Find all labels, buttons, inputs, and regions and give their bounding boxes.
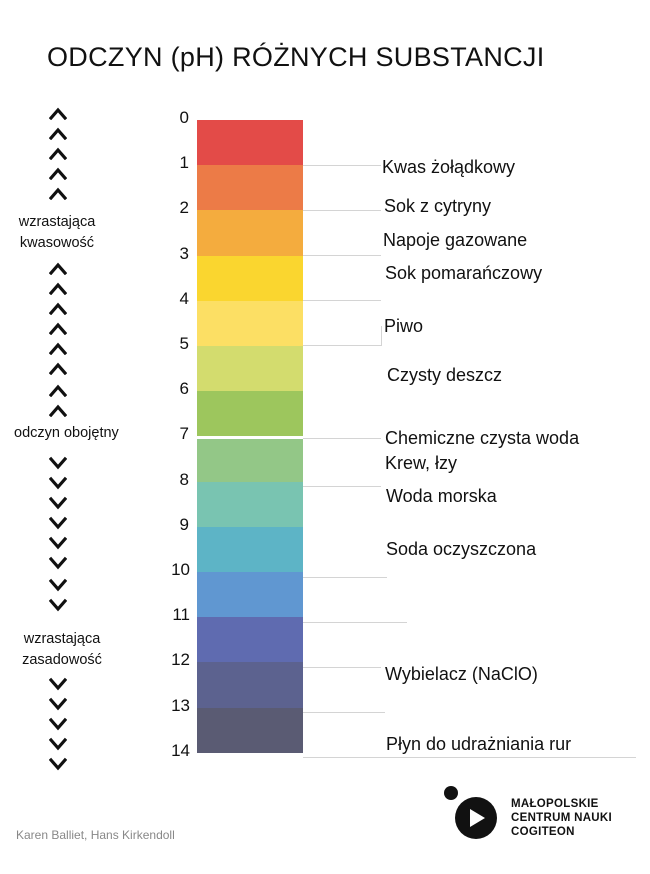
neutral-label: odczyn obojętny <box>14 425 119 441</box>
ph-tick-label: 1 <box>179 153 189 173</box>
connector-line <box>381 326 382 346</box>
substance-label: Czysty deszcz <box>387 365 503 385</box>
ph-tick-label: 5 <box>179 334 189 353</box>
ph-tick-label: 13 <box>171 695 190 715</box>
ph-band-8-9 <box>197 481 303 528</box>
substance-label: Piwo <box>384 316 424 336</box>
ph-tick-label: 3 <box>179 243 189 263</box>
chevron-up-icon <box>49 319 67 337</box>
connector-line <box>303 667 381 668</box>
connector-line <box>303 165 381 166</box>
chevron-down-icon <box>49 534 67 552</box>
chevron-up-icon <box>49 279 67 297</box>
connector-line <box>303 438 381 439</box>
chevron-down-icon <box>49 675 67 693</box>
ph-band-2-3 <box>197 210 303 257</box>
chevron-up-icon <box>49 359 67 377</box>
chevron-up-icon <box>49 144 67 162</box>
substance-label: Napoje gazowane <box>383 230 528 250</box>
substance-label: Chemiczne czysta woda <box>385 428 580 448</box>
substance-label: Wybielacz (NaClO) <box>385 664 538 684</box>
ph-tick-label: 12 <box>171 650 190 670</box>
substance-label: Sok pomarańczowy <box>385 263 543 283</box>
ph-band-3-4 <box>197 255 303 302</box>
chevron-up-icon <box>49 299 67 317</box>
chevron-down-icon <box>49 514 67 532</box>
substance-label: Woda morska <box>386 486 497 506</box>
substance-label: Kwas żołądkowy <box>382 157 516 177</box>
ph-tick-label: 4 <box>179 288 189 308</box>
ph-tick-label: 14 <box>171 740 190 760</box>
chevron-down-icon <box>49 554 67 572</box>
ph-tick-label: 2 <box>179 198 189 218</box>
chevron-up-icon <box>49 381 67 399</box>
cogiteon-logo-icon <box>444 786 497 839</box>
page-title: ODCZYN (pH) RÓŻNYCH SUBSTANCJI <box>47 42 545 72</box>
chevron-down-icon <box>49 695 67 713</box>
chevron-up-icon <box>49 124 67 142</box>
chevron-down-icon <box>49 596 67 614</box>
logo-line: CENTRUM NAUKI <box>511 812 613 824</box>
chevron-down-icon <box>49 715 67 733</box>
connector-line <box>303 210 381 211</box>
chevron-up-icon <box>49 401 67 419</box>
author-credit: Karen Balliet, Hans Kirkendoll <box>16 828 175 842</box>
ph-band-1-2 <box>197 165 303 211</box>
ph-band-4-5 <box>197 300 303 347</box>
ph-band-11-12 <box>197 617 303 663</box>
chevron-down-icon <box>49 735 67 753</box>
connector-line <box>303 300 381 301</box>
ph-band-5-6 <box>197 346 303 392</box>
ph-band-12-13 <box>197 662 303 709</box>
connector-line <box>303 757 636 758</box>
chevron-down-icon <box>49 494 67 512</box>
ph-tick-label: 8 <box>179 469 189 489</box>
logo-line: COGITEON <box>511 826 575 838</box>
chevron-up-icon <box>49 259 67 277</box>
chevron-down-icon <box>49 474 67 492</box>
connector-line <box>303 345 381 346</box>
substance-label: Soda oczyszczona <box>386 539 537 559</box>
base-label: wzrastająca zasadowość <box>22 631 102 668</box>
ph-band-9-10 <box>197 526 303 573</box>
ph-tick-label: 11 <box>172 605 190 625</box>
chevron-up-icon <box>49 164 67 182</box>
substance-label: Płyn do udrażniania rur <box>386 734 572 754</box>
substance-label: Krew, łzy <box>385 453 458 473</box>
chevron-down-icon <box>49 755 67 773</box>
ph-band-13-14 <box>197 707 303 754</box>
neutral-separator <box>197 436 303 439</box>
ph-tick-label: 9 <box>179 514 189 534</box>
logo-line: MAŁOPOLSKIE <box>511 798 599 810</box>
ph-tick-label: 7 <box>179 424 189 444</box>
chevron-up-icon <box>49 104 67 122</box>
connector-line <box>303 712 385 713</box>
ph-band-7-8 <box>197 436 303 483</box>
chevron-down-icon <box>49 454 67 472</box>
ph-band-10-11 <box>197 572 303 618</box>
ph-band-0-1 <box>197 120 303 166</box>
acid-label: wzrastająca kwasowość <box>18 214 96 251</box>
chevron-up-icon <box>49 184 67 202</box>
ph-band-6-7 <box>197 391 303 437</box>
connector-line <box>303 255 381 256</box>
substance-label: Sok z cytryny <box>384 196 492 216</box>
connector-line <box>303 622 407 623</box>
cogiteon-logo: MAŁOPOLSKIE CENTRUM NAUKI COGITEON <box>443 784 623 844</box>
ph-tick-label: 10 <box>171 560 190 579</box>
ph-tick-label: 6 <box>179 379 189 399</box>
ph-tick-label: 0 <box>179 108 189 127</box>
connector-line <box>303 577 387 578</box>
connector-line <box>303 486 381 487</box>
chevron-down-icon <box>49 576 67 594</box>
chevron-up-icon <box>49 339 67 357</box>
